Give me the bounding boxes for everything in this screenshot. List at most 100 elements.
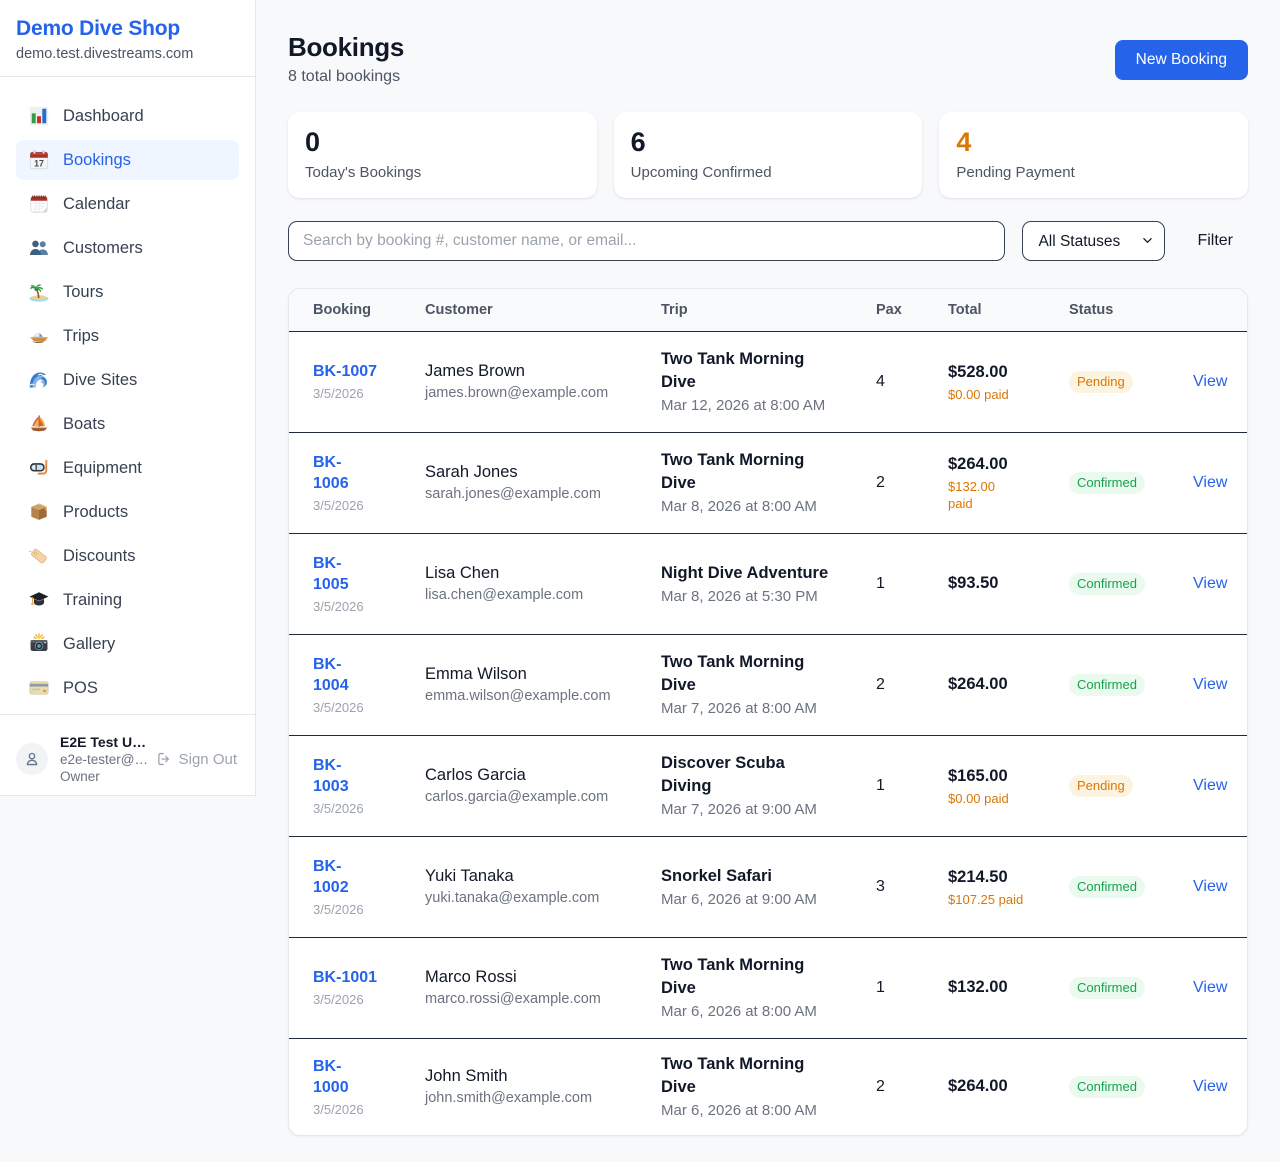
booking-cell: BK- 1004 3/5/2026 bbox=[289, 633, 425, 735]
view-link[interactable]: View bbox=[1193, 574, 1228, 592]
sidebar-nav: Dashboard 17 Bookings Calendar Customers Tour… bbox=[0, 77, 255, 714]
booking-cell: BK- 1000 3/5/2026 bbox=[289, 1037, 425, 1135]
filter-button[interactable]: Filter bbox=[1182, 224, 1248, 258]
trip-datetime: Mar 7, 2026 at 8:00 AM bbox=[661, 700, 817, 717]
view-link[interactable]: View bbox=[1193, 372, 1228, 390]
trip-cell: Two Tank Morning Dive Mar 8, 2026 at 8:00 … bbox=[661, 431, 876, 533]
sidebar-item-gallery[interactable]: Gallery bbox=[16, 624, 239, 664]
view-link[interactable]: View bbox=[1193, 675, 1228, 693]
main-content: Bookings 8 total bookings New Booking 0 T… bbox=[256, 0, 1280, 1136]
sidebar-item-calendar[interactable]: Calendar bbox=[16, 184, 239, 224]
sidebar-item-label: Customers bbox=[63, 238, 143, 257]
customer-name: Lisa Chen bbox=[425, 564, 500, 582]
view-link[interactable]: View bbox=[1193, 776, 1228, 794]
total-amount: $264.00 bbox=[948, 1077, 1008, 1096]
pax-count: 1 bbox=[876, 574, 885, 592]
status-filter-select[interactable]: All Statuses bbox=[1022, 221, 1166, 261]
status-cell: Confirmed bbox=[1069, 1037, 1193, 1135]
total-amount: $132.00 bbox=[948, 978, 1008, 996]
view-link[interactable]: View bbox=[1193, 877, 1228, 895]
page-header: Bookings 8 total bookings New Booking bbox=[288, 30, 1248, 89]
booking-id-link[interactable]: BK- 1002 bbox=[313, 857, 349, 896]
customer-name: Sarah Jones bbox=[425, 463, 518, 481]
customer-email: emma.wilson@example.com bbox=[425, 688, 611, 704]
user-email: e2e-tester@… bbox=[60, 752, 148, 767]
pax-cell: 2 bbox=[876, 1037, 948, 1135]
booking-cell: BK-1001 3/5/2026 bbox=[289, 936, 425, 1038]
trip-datetime: Mar 6, 2026 at 8:00 AM bbox=[661, 1102, 817, 1120]
view-link[interactable]: View bbox=[1193, 1077, 1228, 1095]
customer-email: john.smith@example.com bbox=[425, 1090, 593, 1107]
status-cell: Confirmed bbox=[1069, 532, 1193, 634]
column-header-actions bbox=[1193, 289, 1247, 332]
stat-label: Today's Bookings bbox=[305, 164, 422, 181]
customer-email: yuki.tanaka@example.com bbox=[425, 890, 600, 906]
booking-id-link[interactable]: BK-1001 bbox=[313, 969, 378, 986]
booking-date: 3/5/2026 bbox=[313, 497, 364, 513]
customer-email: lisa.chen@example.com bbox=[425, 587, 584, 603]
pax-count: 2 bbox=[876, 1077, 885, 1095]
trip-datetime: Mar 6, 2026 at 8:00 AM bbox=[661, 1003, 817, 1020]
search-input[interactable] bbox=[288, 221, 1006, 261]
pax-cell: 3 bbox=[876, 835, 948, 937]
sidebar-item-trips[interactable]: Trips bbox=[16, 316, 239, 356]
view-link[interactable]: View bbox=[1193, 978, 1228, 996]
total-cell: $214.50 $107.25 paid bbox=[948, 835, 1069, 937]
column-header-customer: Customer bbox=[425, 289, 661, 332]
sidebar-item-products[interactable]: Products bbox=[16, 492, 239, 532]
booking-id-link[interactable]: BK- 1006 bbox=[313, 453, 349, 492]
booking-cell: BK-1007 3/5/2026 bbox=[289, 331, 425, 432]
new-booking-button[interactable]: New Booking bbox=[1114, 40, 1248, 80]
total-amount: $528.00 bbox=[948, 362, 1008, 381]
booking-date: 3/5/2026 bbox=[313, 386, 364, 401]
wave-icon bbox=[28, 369, 50, 391]
sidebar-item-label: Dive Sites bbox=[63, 370, 138, 389]
stat-label: Pending Payment bbox=[956, 164, 1075, 181]
amount-paid: $0.00 paid bbox=[948, 386, 1009, 402]
sidebar-item-dive-sites[interactable]: Dive Sites bbox=[16, 360, 239, 400]
stat-card-upcoming-confirmed: 6 Upcoming Confirmed bbox=[613, 112, 923, 198]
sidebar-item-pos[interactable]: POS bbox=[16, 668, 239, 708]
booking-id-link[interactable]: BK- 1000 bbox=[313, 1057, 349, 1096]
action-cell: View bbox=[1193, 331, 1247, 432]
bar-chart-icon bbox=[28, 105, 50, 127]
status-badge: Confirmed bbox=[1069, 572, 1145, 595]
booking-id-link[interactable]: BK- 1003 bbox=[313, 756, 349, 795]
pax-cell: 4 bbox=[876, 331, 948, 432]
booking-row-bk-1003: BK- 1003 3/5/2026 Carlos Garcia carlos.garci… bbox=[289, 734, 1247, 836]
page-title-block: Bookings 8 total bookings bbox=[288, 30, 404, 89]
trip-cell: Night Dive Adventure Mar 8, 2026 at 5:30 … bbox=[661, 532, 876, 634]
booking-row-bk-1001: BK-1001 3/5/2026 Marco Rossi marco.rossi@ex… bbox=[289, 936, 1247, 1038]
trip-cell: Two Tank Morning Dive Mar 12, 2026 at 8:00… bbox=[661, 331, 876, 432]
bookings-table-card: Booking Customer Trip Pax Total Status BK-100… bbox=[288, 288, 1248, 1136]
sidebar-item-boats[interactable]: Boats bbox=[16, 404, 239, 444]
booking-cell: BK- 1006 3/5/2026 bbox=[289, 431, 425, 533]
view-link[interactable]: View bbox=[1193, 473, 1228, 491]
customer-name: Emma Wilson bbox=[425, 665, 527, 683]
amount-paid: $0.00 paid bbox=[948, 790, 1009, 806]
trip-cell: Snorkel Safari Mar 6, 2026 at 9:00 AM bbox=[661, 835, 876, 937]
pax-count: 2 bbox=[876, 473, 885, 491]
sign-out-button[interactable]: Sign Out bbox=[156, 751, 239, 768]
total-amount: $214.50 bbox=[948, 867, 1008, 886]
sidebar-item-customers[interactable]: Customers bbox=[16, 228, 239, 268]
sidebar-item-tours[interactable]: Tours bbox=[16, 272, 239, 312]
booking-id-link[interactable]: BK-1007 bbox=[313, 363, 378, 380]
sidebar-item-equipment[interactable]: Equipment bbox=[16, 448, 239, 488]
sidebar-item-training[interactable]: Training bbox=[16, 580, 239, 620]
svg-text:17: 17 bbox=[34, 158, 44, 168]
sidebar-item-discounts[interactable]: Discounts bbox=[16, 536, 239, 576]
trip-cell: Two Tank Morning Dive Mar 6, 2026 at 8:00 … bbox=[661, 1037, 876, 1135]
stat-label: Upcoming Confirmed bbox=[630, 164, 772, 181]
sidebar-item-dashboard[interactable]: Dashboard bbox=[16, 96, 239, 136]
trip-datetime: Mar 8, 2026 at 5:30 PM bbox=[661, 587, 818, 605]
sidebar-item-bookings[interactable]: 17 Bookings bbox=[16, 140, 239, 180]
booking-id-link[interactable]: BK- 1004 bbox=[313, 655, 349, 694]
booking-id-link[interactable]: BK- 1005 bbox=[313, 554, 349, 593]
customer-name: Marco Rossi bbox=[425, 968, 517, 986]
pax-count: 1 bbox=[876, 978, 885, 996]
stat-value: 4 bbox=[956, 127, 972, 157]
speedboat-icon bbox=[28, 325, 50, 347]
sidebar-item-label: Training bbox=[63, 590, 122, 609]
total-cell: $132.00 bbox=[948, 936, 1069, 1038]
